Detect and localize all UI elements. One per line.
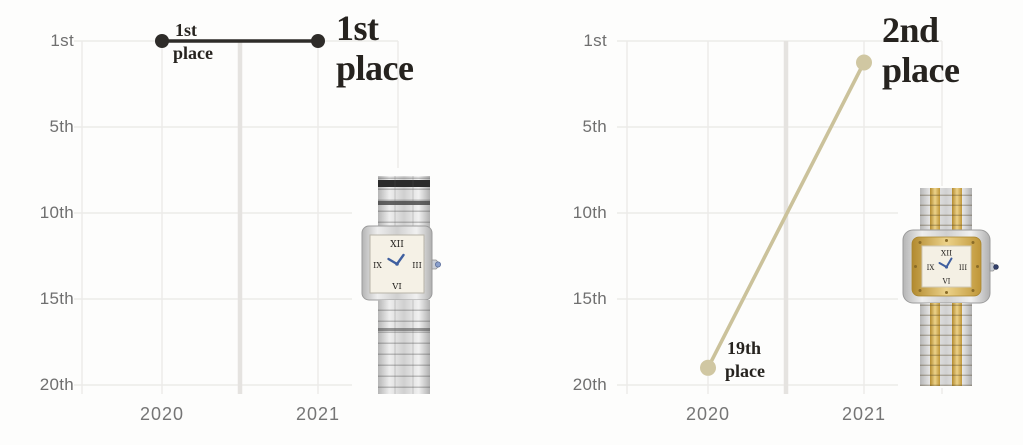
y-axis-tick: 20th bbox=[572, 375, 607, 394]
gridlines bbox=[74, 40, 399, 394]
start-annotation-line2: place bbox=[173, 43, 213, 63]
y-axis-tick: 20th bbox=[39, 375, 74, 394]
watch-bracelet-top bbox=[378, 176, 430, 230]
end-dot bbox=[856, 54, 872, 71]
y-axis-tick: 1st bbox=[583, 31, 607, 50]
svg-text:III: III bbox=[959, 264, 968, 272]
x-axis-tick: 2021 bbox=[841, 404, 887, 424]
svg-text:IX: IX bbox=[927, 264, 935, 272]
gridlines bbox=[617, 40, 943, 394]
start-annotation-line1: 1st bbox=[175, 20, 197, 40]
end-dot bbox=[311, 34, 325, 48]
y-axis-tick: 10th bbox=[572, 203, 607, 222]
watch-dial: XII III VI IX bbox=[373, 240, 422, 292]
start-annotation-line2: place bbox=[725, 361, 765, 381]
x-axis-tick: 2021 bbox=[295, 404, 341, 424]
end-annotation-line2: place bbox=[336, 48, 414, 88]
x-axis-tick: 2020 bbox=[685, 404, 731, 424]
end-annotation-line1: 2nd bbox=[882, 10, 939, 50]
y-axis-tick: 5th bbox=[49, 117, 74, 136]
svg-text:VI: VI bbox=[942, 278, 951, 286]
watch-bracelet-bottom bbox=[920, 303, 972, 386]
two-tone-watch-image: XII III VI IX bbox=[898, 186, 1010, 388]
bezel-screws bbox=[914, 239, 979, 294]
y-axis-tick: 15th bbox=[39, 289, 74, 308]
watch-bracelet-bottom bbox=[378, 300, 430, 394]
end-annotation: 2nd place bbox=[882, 10, 960, 90]
y-axis-tick: 15th bbox=[572, 289, 607, 308]
start-dot bbox=[155, 34, 169, 48]
svg-text:VI: VI bbox=[391, 282, 402, 292]
svg-text:XII: XII bbox=[941, 249, 952, 258]
end-annotation-line2: place bbox=[882, 50, 960, 90]
trend-line bbox=[706, 60, 866, 370]
steel-watch-image: XII III VI IX bbox=[352, 168, 456, 400]
svg-text:XII: XII bbox=[390, 240, 404, 250]
svg-text:IX: IX bbox=[373, 261, 382, 270]
chart-panel-right: 1st 5th 10th 15th 20th 2020 2021 19th pl… bbox=[511, 0, 1023, 445]
watch-crown bbox=[989, 262, 999, 272]
watch-crown bbox=[431, 259, 442, 270]
y-axis-tick: 10th bbox=[39, 203, 74, 222]
y-axis-tick: 5th bbox=[582, 117, 607, 136]
end-annotation: 1st place bbox=[336, 8, 414, 88]
ranking-chart-right bbox=[617, 40, 943, 394]
x-axis-tick: 2020 bbox=[139, 404, 185, 424]
y-axis-tick: 1st bbox=[50, 31, 74, 50]
start-annotation-line1: 19th bbox=[727, 338, 762, 358]
svg-text:III: III bbox=[412, 261, 421, 270]
watch-dial: XII III VI IX bbox=[927, 249, 968, 286]
chart-panel-left: 1st 5th 10th 15th 20th 2020 2021 1st pla… bbox=[39, 8, 456, 424]
start-dot bbox=[700, 359, 716, 376]
watch-bracelet-top bbox=[920, 188, 972, 232]
ranking-chart-left bbox=[74, 34, 399, 394]
end-annotation-line1: 1st bbox=[336, 8, 379, 48]
